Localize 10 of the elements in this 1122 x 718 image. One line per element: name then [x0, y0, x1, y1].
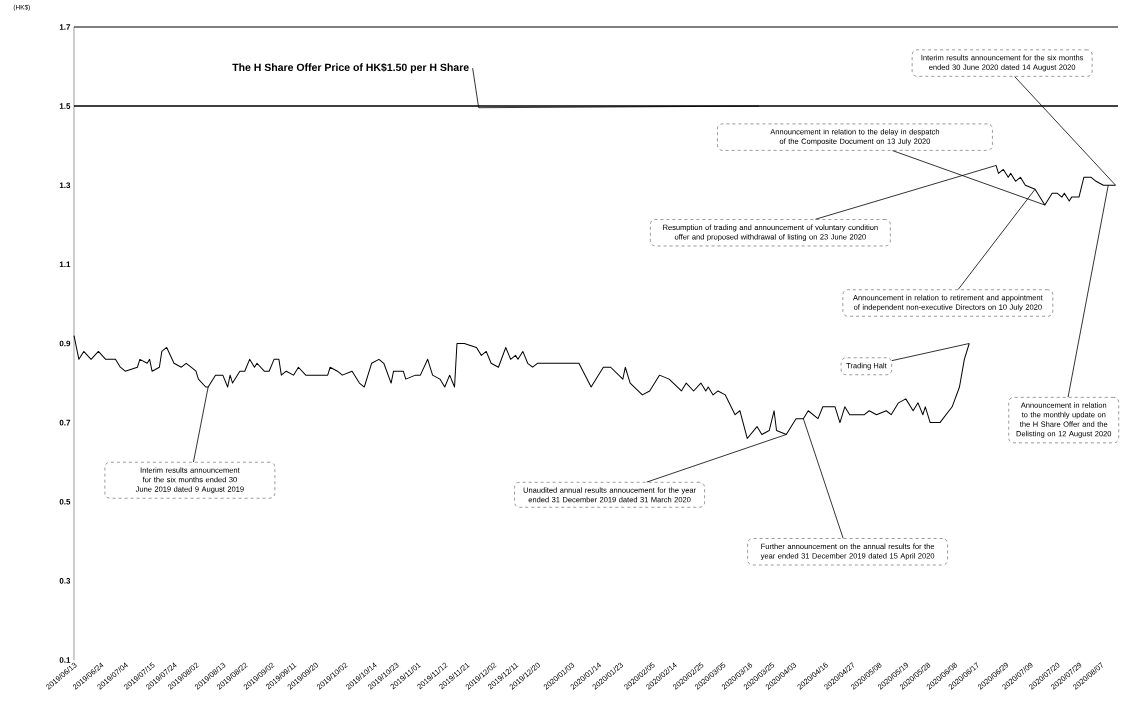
y-tick-label: 1.5 [59, 103, 71, 109]
y-tick-label: 0.3 [59, 578, 71, 584]
y-tick-label: 1.3 [59, 182, 71, 189]
y-tick-label: 0.7 [59, 419, 71, 426]
y-tick-label: 1.7 [59, 24, 71, 30]
y-tick-label: 1.1 [59, 261, 71, 268]
y-tick-label: 0.9 [59, 340, 71, 347]
y-tick-label: 0.1 [59, 657, 71, 663]
y-tick-label: 0.5 [59, 498, 71, 505]
ref-line-label: The H Share Offer Price of HK$1.50 per H Share [232, 63, 469, 74]
